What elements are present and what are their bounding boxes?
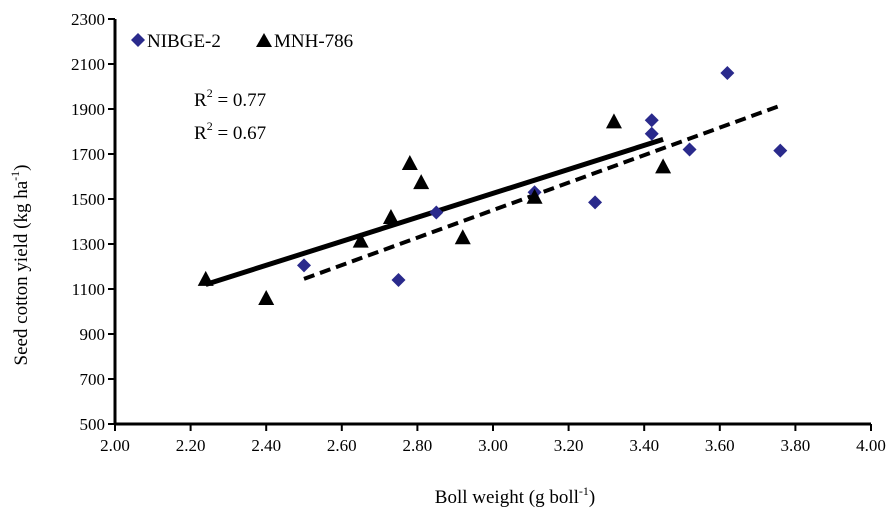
x-tick-label: 2.40 [251,436,281,455]
y-tick-label: 1500 [71,190,105,209]
r2-annotation-1: R2 = 0.77 [194,86,266,111]
y-tick-label: 1700 [71,145,105,164]
y-axis-label: Seed cotton yield (kg ha-1) [8,164,32,365]
data-point-mnh-786 [258,290,275,305]
data-point-mnh-786 [401,155,418,170]
x-tick-label: 3.80 [781,436,811,455]
x-tick-label: 3.60 [705,436,735,455]
y-tick-label: 2100 [71,55,105,74]
x-tick-label: 3.00 [478,436,508,455]
data-point-nibge-2 [644,126,659,141]
x-tick-label: 3.20 [554,436,584,455]
data-point-nibge-2 [588,195,603,210]
data-point-nibge-2 [429,205,444,220]
legend-marker-mnh-786 [256,33,272,47]
x-tick-label: 3.40 [629,436,659,455]
legend: NIBGE-2 MNH-786 [131,31,353,52]
plot-area: 2.00 2.20 2.40 2.60 2.80 3.00 3.20 3.40 3.60 3.80… [71,10,886,455]
y-tick-label: 1300 [71,235,105,254]
data-point-mnh-786 [197,270,214,286]
data-point-mnh-786 [526,188,543,204]
y-tick-label: 700 [80,370,106,389]
y-tick-label: 500 [80,415,106,434]
y-tick-label: 1900 [71,100,105,119]
legend-marker-nibge-2 [131,33,145,47]
data-point-nibge-2 [297,258,311,273]
r2-annotation-2: R2 = 0.67 [194,119,266,144]
data-point-nibge-2 [682,142,697,157]
x-tick-label: 2.00 [100,436,130,455]
x-tick-label: 4.00 [856,436,886,455]
trend-line-nibge-2 [303,103,781,281]
y-tick-label: 900 [80,325,106,344]
data-point-nibge-2 [773,143,788,158]
x-tick-label: 2.20 [176,436,206,455]
data-point-mnh-786 [382,209,399,224]
data-point-mnh-786 [413,174,430,190]
data-point-mnh-786 [454,229,471,245]
x-tick-label: 2.80 [403,436,433,455]
legend-label-nibge-2: NIBGE-2 [147,31,221,52]
data-point-mnh-786 [655,158,672,174]
data-point-nibge-2 [720,66,735,80]
x-tick-label: 2.60 [327,436,357,455]
x-axis-label: Boll weight (g boll-1) [435,484,595,508]
data-point-nibge-2 [644,113,659,128]
data-point-nibge-2 [391,273,406,287]
data-point-mnh-786 [352,232,369,248]
y-tick-label: 1100 [72,280,105,299]
y-tick-label: 2300 [71,10,105,29]
data-point-mnh-786 [605,113,622,129]
legend-label-mnh-786: MNH-786 [274,31,353,52]
